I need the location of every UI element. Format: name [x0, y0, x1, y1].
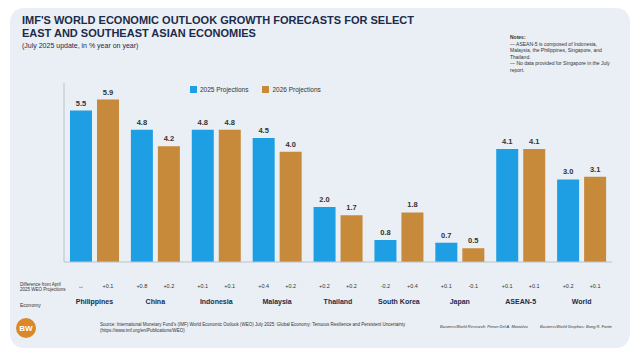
svg-text:South Korea: South Korea: [378, 298, 420, 305]
html-text:BW: BW: [19, 323, 33, 333]
svg-text:+0.1: +0.1: [590, 283, 601, 289]
svg-text:+0.1: +0.1: [502, 283, 513, 289]
html-text:BusinessWorld Research: Pierce: BusinessWorld Research: Pierce Del A. Mo…: [440, 324, 528, 329]
svg-text:-0.2: -0.2: [381, 283, 390, 289]
html-text:— No data provided for Singapo: — No data provided for Singapore in the …: [510, 60, 610, 73]
svg-text:+0.2: +0.2: [563, 283, 574, 289]
svg-text:0.7: 0.7: [441, 231, 451, 240]
svg-text:↔: ↔: [78, 283, 84, 289]
svg-text:Philippines: Philippines: [76, 298, 113, 306]
html-text:2026 Projections: 2026 Projections: [272, 86, 321, 93]
svg-text:-0.1: -0.1: [469, 283, 478, 289]
html-text:IMF'S WORLD ECONOMIC OUTLOOK G: IMF'S WORLD ECONOMIC OUTLOOK GROWTH FORE…: [22, 14, 414, 39]
html-text:2025 Projections: 2025 Projections: [200, 86, 249, 93]
svg-text:+0.8: +0.8: [136, 283, 147, 289]
svg-text:+0.1: +0.1: [441, 283, 452, 289]
svg-text:5.9: 5.9: [103, 88, 113, 97]
html-text:Source: International Monetary: Source: International Monetary Fund's (I…: [100, 322, 406, 333]
svg-text:Japan: Japan: [450, 298, 470, 306]
html-text:Difference from April 2025 WEO: Difference from April 2025 WEO Projectio…: [20, 282, 66, 292]
svg-text:4.8: 4.8: [137, 118, 147, 127]
svg-text:+0.4: +0.4: [258, 283, 269, 289]
svg-text:+0.2: +0.2: [285, 283, 296, 289]
svg-text:World: World: [572, 298, 592, 305]
html-text:(July 2025 update, in % year o: (July 2025 update, in % year on year): [22, 42, 139, 49]
svg-text:4.2: 4.2: [164, 134, 174, 143]
html-text:— ASEAN-5 is composed of Indon: — ASEAN-5 is composed of Indonesia, Mala…: [510, 40, 602, 60]
svg-text:+0.2: +0.2: [346, 283, 357, 289]
svg-text:+0.1: +0.1: [103, 283, 114, 289]
svg-text:3.1: 3.1: [590, 165, 600, 174]
html-text:Notes:: Notes:: [510, 34, 526, 40]
svg-text:2.0: 2.0: [319, 195, 329, 204]
svg-text:Thailand: Thailand: [324, 298, 353, 305]
svg-text:Malaysia: Malaysia: [263, 298, 292, 306]
svg-text:+0.1: +0.1: [224, 283, 235, 289]
svg-text:+0.1: +0.1: [529, 283, 540, 289]
svg-text:3.0: 3.0: [563, 167, 573, 176]
svg-text:0.8: 0.8: [380, 228, 390, 237]
svg-text:ASEAN-5: ASEAN-5: [505, 298, 536, 305]
svg-text:+0.2: +0.2: [163, 283, 174, 289]
svg-text:+0.4: +0.4: [407, 283, 418, 289]
svg-text:4.0: 4.0: [285, 140, 295, 149]
svg-text:1.7: 1.7: [346, 203, 356, 212]
svg-text:0.5: 0.5: [468, 236, 478, 245]
svg-text:1.8: 1.8: [407, 200, 417, 209]
svg-text:5.5: 5.5: [76, 99, 86, 108]
html-text:BusinessWorld Graphics: Bong R: BusinessWorld Graphics: Bong R. Fortin: [540, 324, 612, 329]
svg-text:China: China: [146, 298, 166, 305]
svg-text:+0.1: +0.1: [197, 283, 208, 289]
svg-text:4.8: 4.8: [198, 118, 208, 127]
svg-text:4.1: 4.1: [529, 137, 539, 146]
svg-text:4.8: 4.8: [225, 118, 235, 127]
svg-text:Indonesia: Indonesia: [200, 298, 233, 305]
svg-text:4.5: 4.5: [258, 126, 268, 135]
svg-text:4.1: 4.1: [502, 137, 512, 146]
html-text:Economy: Economy: [20, 302, 41, 308]
svg-text:+0.2: +0.2: [319, 283, 330, 289]
